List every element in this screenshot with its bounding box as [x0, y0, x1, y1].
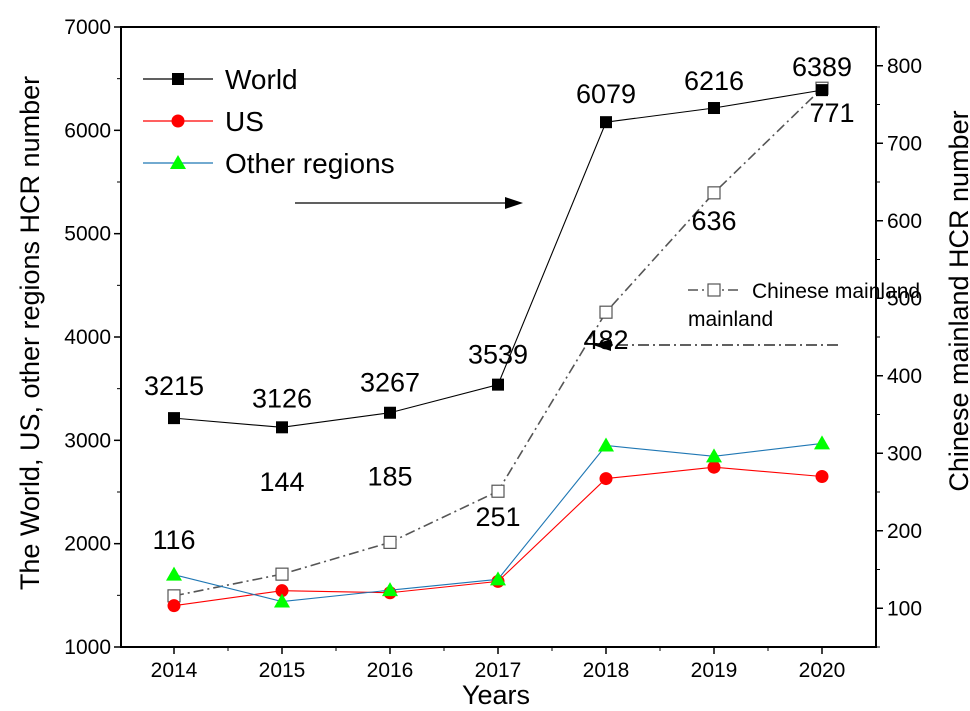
y-axis-right-title: Chinese mainland HCR number: [944, 110, 970, 491]
series-layer: [166, 81, 830, 613]
data-label-world: 3215: [144, 371, 204, 401]
data-label-chinese-mainland: 636: [691, 206, 736, 236]
data-label-world: 3126: [252, 383, 312, 413]
point-world: [384, 406, 396, 419]
point-chinese-mainland: [491, 484, 505, 498]
series-world: [168, 84, 828, 434]
legend-marker: [707, 283, 721, 297]
series-other-regions: [166, 435, 830, 608]
y-left-tick-label: 5000: [64, 223, 111, 246]
data-label-chinese-mainland: 482: [583, 325, 628, 355]
legend-label: US: [225, 106, 264, 137]
data-label-chinese-mainland: 185: [367, 461, 412, 491]
point-us: [707, 460, 721, 474]
legend-label-line2: mainland: [688, 308, 773, 331]
y-right-tick-label: 600: [887, 210, 922, 233]
point-world: [276, 421, 288, 434]
data-label-world: 6389: [792, 52, 852, 82]
x-tick-label: 2014: [151, 659, 198, 682]
data-label-chinese-mainland: 251: [475, 502, 520, 532]
point-world: [708, 102, 720, 115]
legend-marker: [171, 114, 185, 128]
point-other-regions: [166, 566, 182, 581]
y-left-tick-label: 3000: [64, 429, 111, 452]
x-tick-label: 2016: [367, 659, 414, 682]
legend-item-world: World: [143, 64, 298, 95]
y-right-tick-label: 700: [887, 132, 922, 155]
y-left-tick-label: 6000: [64, 119, 111, 142]
x-axis-title: Years: [462, 680, 530, 710]
point-us: [815, 470, 829, 483]
y-right-tick-label: 200: [887, 520, 922, 543]
legend-marker: [170, 155, 186, 169]
data-label-world: 6079: [576, 79, 636, 109]
legend-label: Other regions: [225, 148, 395, 179]
y-right-tick-label: 800: [887, 55, 922, 78]
point-other-regions: [706, 448, 722, 463]
x-tick-label: 2017: [475, 659, 522, 682]
point-other-regions: [490, 571, 506, 586]
y-left-tick-label: 2000: [64, 533, 111, 556]
data-label-world: 6216: [684, 66, 744, 96]
y-left-tick-label: 4000: [64, 326, 111, 349]
data-label-world: 3539: [468, 340, 528, 370]
x-tick-label: 2018: [583, 659, 630, 682]
point-us: [167, 599, 181, 613]
y-left-tick-label: 7000: [64, 16, 111, 39]
point-other-regions: [814, 435, 830, 450]
point-world: [168, 412, 180, 425]
legend-marker: [172, 73, 184, 85]
data-label-world: 3267: [360, 368, 420, 398]
arrow-left-head: [593, 339, 611, 351]
point-other-regions: [382, 582, 398, 597]
x-tick-label: 2015: [259, 659, 306, 682]
point-chinese-mainland: [275, 567, 289, 581]
data-label-chinese-mainland: 116: [152, 525, 195, 555]
point-chinese-mainland: [383, 535, 397, 549]
x-tick-label: 2020: [799, 659, 846, 682]
point-chinese-mainland: [599, 305, 613, 319]
y-axis-left-title: The World, US, other regions HCR number: [15, 76, 45, 590]
point-other-regions: [598, 437, 614, 452]
data-labels: 3215 3126 3267 3539 6079 6216 6389 116 144 185 251…: [144, 52, 855, 555]
y-left-tick-label: 1000: [64, 636, 111, 659]
x-tick-label: 2019: [691, 659, 738, 682]
legend-label: World: [225, 64, 298, 95]
y-right-tick-label: 300: [887, 442, 922, 465]
legend-item-chinese-mainland: Chinese mainland mainland: [688, 280, 920, 331]
annotation-arrows: [295, 197, 838, 351]
point-us: [275, 584, 289, 598]
legend: World US Other regions Chinese mainland main…: [143, 64, 920, 331]
y-right-tick-label: 500: [887, 287, 922, 310]
y-right-tick-label: 100: [887, 597, 922, 620]
point-chinese-mainland: [707, 186, 721, 200]
point-world: [492, 378, 504, 391]
data-label-chinese-mainland: 144: [259, 467, 304, 497]
legend-item-us: US: [143, 106, 264, 137]
legend-label: Chinese mainland: [752, 280, 920, 303]
y-right-tick-label: 400: [887, 365, 922, 388]
legend-item-other-regions: Other regions: [143, 148, 395, 179]
point-other-regions: [274, 593, 290, 608]
point-world: [816, 84, 828, 97]
series-line-world: [173, 89, 823, 428]
point-us: [599, 472, 613, 486]
arrow-right-head: [505, 197, 523, 209]
data-label-chinese-mainland: 771: [809, 98, 854, 128]
axis-ticks: 2014 2015 2016 2017 2018 2019 2020 1000 2000 3000…: [64, 16, 922, 682]
point-world: [600, 116, 612, 129]
